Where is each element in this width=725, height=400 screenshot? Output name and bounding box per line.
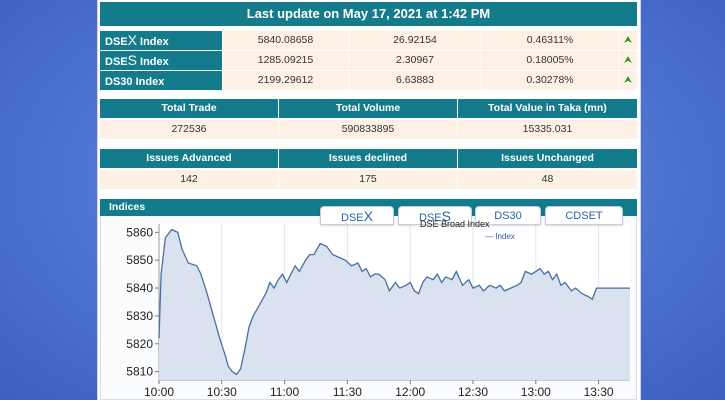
index-change: 6.63883 xyxy=(348,71,481,90)
index-percent: 0.18005% xyxy=(481,51,618,70)
y-tick-label: 5820 xyxy=(126,337,153,351)
double-chevron-up-icon: ⮝︎ xyxy=(618,51,637,70)
issues-declined-header: Issues declined xyxy=(279,149,458,168)
y-tick-label: 5810 xyxy=(126,365,153,379)
index-value: 1285.09215 xyxy=(222,51,348,70)
chart-legend: — Index xyxy=(485,232,515,241)
index-row-ds30: DS30 Index 2199.29612 6.63883 0.30278% ⮝… xyxy=(100,71,637,90)
x-tick-label: 12:30 xyxy=(458,385,488,399)
total-trade-header: Total Trade xyxy=(100,99,279,118)
index-percent: 0.30278% xyxy=(481,71,618,90)
x-tick-label: 10:00 xyxy=(144,385,174,399)
index-value: 2199.29612 xyxy=(222,71,348,90)
index-row-dsex: DSEX Index 5840.08658 26.92154 0.46311% … xyxy=(100,31,637,50)
issues-advanced-value: 142 xyxy=(100,170,279,189)
total-volume-header: Total Volume xyxy=(279,99,458,118)
issues-unchanged-value: 48 xyxy=(458,170,637,189)
double-chevron-up-icon: ⮝︎ xyxy=(618,31,637,50)
index-percent: 0.46311% xyxy=(481,31,618,50)
x-tick-label: 11:30 xyxy=(333,385,362,399)
legend-item-index: Index xyxy=(495,232,515,241)
tab-ds30[interactable]: DS30 xyxy=(475,206,541,225)
issues-advanced-header: Issues Advanced xyxy=(100,149,279,168)
x-tick-label: 10:30 xyxy=(207,385,237,399)
index-name[interactable]: DSEX Index xyxy=(100,31,222,50)
total-trade-value: 272536 xyxy=(100,120,279,139)
issues-declined-value: 175 xyxy=(279,170,458,189)
index-name[interactable]: DSES Index xyxy=(100,51,222,70)
index-chart-frame: 10:00 10:30 11:00 11:30 12:00 12:30 13:00 13:30… xyxy=(100,216,637,400)
tab-cdset[interactable]: CDSET xyxy=(545,206,623,225)
last-update-banner: Last update on May 17, 2021 at 1:42 PM xyxy=(100,2,637,26)
total-volume-value: 590833895 xyxy=(279,120,458,139)
x-tick-label: 11:00 xyxy=(270,385,299,399)
tab-dses[interactable]: DSES xyxy=(398,206,472,225)
series-line-index xyxy=(158,228,630,376)
index-change: 26.92154 xyxy=(348,31,481,50)
x-tick-label: 13:00 xyxy=(521,385,551,399)
y-tick-label: 5850 xyxy=(126,253,153,267)
series-area-index xyxy=(159,229,630,380)
chart-title: DSE Broad Index xyxy=(420,219,490,229)
x-tick-label: 13:30 xyxy=(584,385,614,399)
index-value: 5840.08658 xyxy=(222,31,348,50)
total-value-header: Total Value in Taka (mn) xyxy=(458,99,637,118)
tab-dsex[interactable]: DSEX xyxy=(320,206,394,225)
index-name[interactable]: DS30 Index xyxy=(100,71,222,90)
double-chevron-up-icon: ⮝︎ xyxy=(618,71,637,90)
y-tick-label: 5860 xyxy=(126,225,153,239)
issues-unchanged-header: Issues Unchanged xyxy=(458,149,637,168)
market-summary-panel: Last update on May 17, 2021 at 1:42 PM D… xyxy=(97,0,641,400)
index-row-dses: DSES Index 1285.09215 2.30967 0.18005% ⮝… xyxy=(100,51,637,70)
total-value-value: 15335.031 xyxy=(458,120,637,139)
index-chart: 10:00 10:30 11:00 11:30 12:00 12:30 13:00 13:30… xyxy=(126,224,630,399)
y-tick-label: 5840 xyxy=(126,281,153,295)
x-tick-label: 12:00 xyxy=(395,385,425,399)
index-change: 2.30967 xyxy=(348,51,481,70)
y-tick-label: 5830 xyxy=(126,309,153,323)
